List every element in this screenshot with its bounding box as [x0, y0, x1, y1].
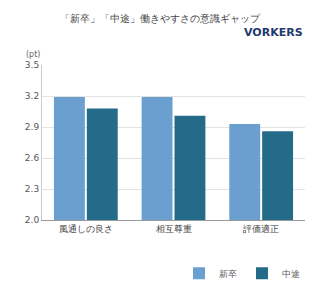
svg-text:中途: 中途: [282, 269, 300, 279]
svg-text:3.2: 3.2: [25, 91, 39, 101]
svg-text:「新卒」「中途」働きやすさの意識ギャップ: 「新卒」「中途」働きやすさの意識ギャップ: [60, 13, 261, 24]
svg-text:風通しの良さ: 風通しの良さ: [59, 224, 113, 234]
svg-text:2.6: 2.6: [25, 153, 40, 163]
svg-text:2.0: 2.0: [25, 215, 40, 225]
svg-text:評価適正: 評価適正: [243, 224, 279, 234]
svg-text:2.3: 2.3: [25, 184, 39, 194]
svg-text:新卒: 新卒: [219, 269, 237, 279]
svg-text:3.5: 3.5: [25, 60, 39, 70]
svg-text:2.9: 2.9: [25, 122, 40, 132]
svg-text:(pt): (pt): [26, 50, 40, 59]
svg-text:VORKERS: VORKERS: [244, 26, 303, 39]
svg-text:相互尊重: 相互尊重: [156, 224, 192, 234]
